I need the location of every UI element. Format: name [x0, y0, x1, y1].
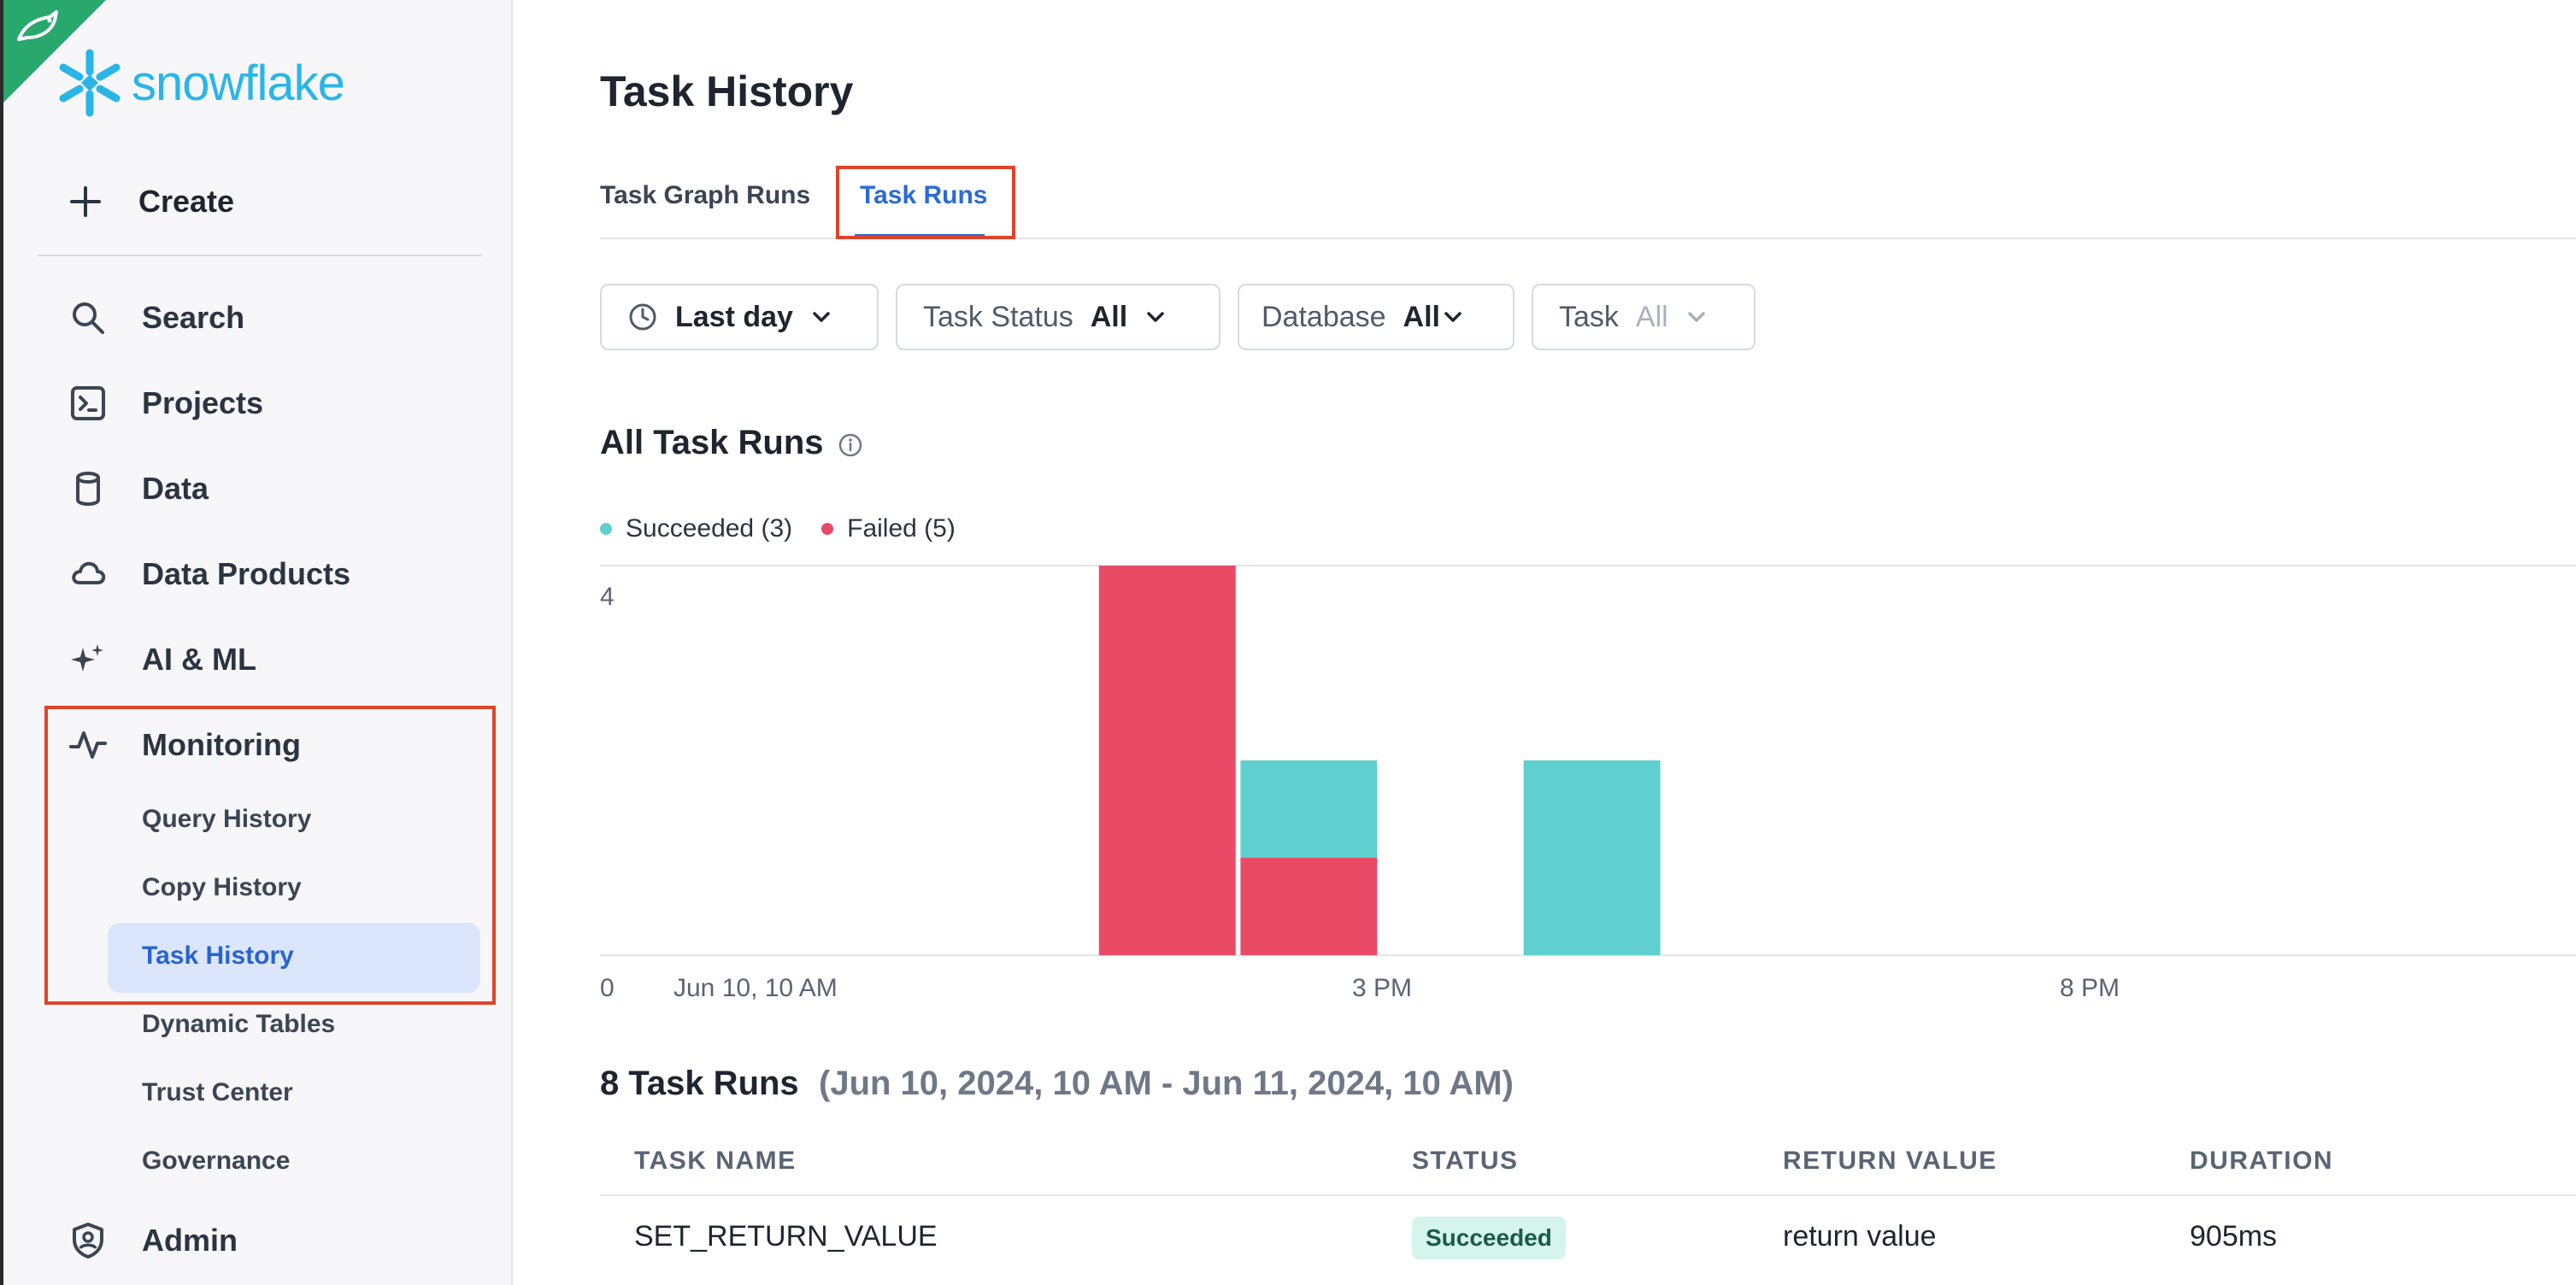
activity-icon	[67, 724, 109, 766]
sidebar-item-label: Data	[142, 471, 209, 506]
sidebar-item-label: AI & ML	[142, 642, 256, 677]
task-status-value: All	[1090, 300, 1128, 333]
database-icon	[67, 467, 109, 510]
sidebar-item-monitoring[interactable]: Monitoring	[67, 719, 301, 771]
legend-label: Failed (5)	[847, 514, 956, 543]
task-runs-highlight-box	[836, 166, 1015, 239]
legend-item-failed[interactable]: Failed (5)	[821, 514, 956, 543]
tab-task-graph-runs[interactable]: Task Graph Runs	[600, 181, 811, 209]
x-tick-label: Jun 10, 10 AM	[673, 974, 838, 1002]
sidebar-subitem-governance[interactable]: Governance	[142, 1147, 291, 1175]
sidebar-subitem-query-history[interactable]: Query History	[142, 805, 312, 833]
chart-title: All Task Runs	[600, 424, 824, 461]
time-range-value: Last day	[675, 300, 793, 333]
sidebar-item-projects[interactable]: Projects	[67, 378, 263, 429]
tab-task-runs[interactable]: Task Runs	[860, 181, 988, 209]
clock-icon	[629, 303, 656, 331]
cell-return-value: return value	[1783, 1220, 1937, 1253]
shield-icon	[67, 1219, 109, 1262]
sidebar-subitem-dynamic-tables[interactable]: Dynamic Tables	[142, 1010, 336, 1038]
task-status-label: Task Status	[923, 300, 1073, 333]
sidebar-subitem-task-history[interactable]: Task History	[142, 942, 294, 970]
column-header-duration[interactable]: DURATION	[2190, 1147, 2334, 1175]
sidebar-item-label: Search	[142, 300, 245, 335]
info-icon[interactable]	[838, 432, 863, 458]
sidebar: snowflake Create Search Projects Data Da…	[0, 0, 513, 1285]
chevron-down-icon	[1444, 312, 1461, 322]
task-status-filter[interactable]: Task Status All	[896, 284, 1220, 350]
succeeded-dot	[600, 523, 612, 535]
bar-failed[interactable]	[1240, 858, 1378, 955]
sidebar-divider	[38, 255, 482, 256]
bird-icon	[17, 10, 58, 41]
bar-succeeded[interactable]	[1240, 760, 1378, 858]
chevron-down-icon	[1687, 312, 1705, 322]
snowflake-logo[interactable]: snowflake	[53, 46, 345, 120]
legend-item-succeeded[interactable]: Succeeded (3)	[600, 514, 792, 543]
y-tick-label: 4	[600, 583, 615, 611]
task-value: All	[1635, 300, 1668, 333]
runs-count-title: 8 Task Runs	[600, 1065, 799, 1102]
cell-task-name: SET_RETURN_VALUE	[634, 1220, 938, 1253]
create-button[interactable]: Create	[67, 183, 234, 220]
legend-label: Succeeded (3)	[626, 514, 793, 543]
sidebar-item-label: Data Products	[142, 556, 351, 591]
sidebar-item-label: Monitoring	[142, 727, 301, 762]
search-icon	[67, 296, 109, 339]
terminal-icon	[67, 382, 109, 425]
sidebar-subitem-copy-history[interactable]: Copy History	[142, 873, 302, 901]
task-label: Task	[1559, 300, 1619, 333]
sidebar-subitem-trust-center[interactable]: Trust Center	[142, 1078, 293, 1106]
database-value: All	[1403, 300, 1440, 333]
status-badge: Succeeded	[1412, 1217, 1566, 1259]
task-filter[interactable]: Task All	[1532, 284, 1756, 350]
create-label: Create	[138, 184, 235, 219]
table-header-divider	[600, 1194, 2576, 1196]
x-tick-label: 3 PM	[1352, 974, 1412, 1002]
cloud-icon	[67, 553, 109, 596]
chart-legend: Succeeded (3) Failed (5)	[600, 514, 985, 543]
cell-duration: 905ms	[2190, 1220, 2278, 1253]
database-label: Database	[1262, 300, 1386, 333]
sparkle-icon	[67, 638, 109, 681]
sidebar-item-admin[interactable]: Admin	[67, 1215, 238, 1266]
bar-failed[interactable]	[1098, 566, 1236, 955]
runs-date-range: (Jun 10, 2024, 10 AM - Jun 11, 2024, 10 …	[819, 1065, 1514, 1102]
page-title: Task History	[600, 67, 854, 115]
brand-name: snowflake	[132, 55, 345, 111]
chevron-down-icon	[813, 312, 830, 322]
failed-dot	[821, 523, 834, 535]
x-tick-label: 8 PM	[2060, 974, 2120, 1002]
plus-icon	[70, 186, 101, 217]
chevron-down-icon	[1147, 312, 1164, 322]
bar-succeeded[interactable]	[1523, 760, 1661, 955]
sidebar-item-label: Projects	[142, 385, 264, 420]
sidebar-item-ai-ml[interactable]: AI & ML	[67, 634, 256, 685]
time-range-filter[interactable]: Last day	[600, 284, 879, 350]
sidebar-item-label: Admin	[142, 1223, 238, 1258]
sidebar-item-data-products[interactable]: Data Products	[67, 549, 350, 600]
active-item-highlight	[108, 923, 480, 993]
y-tick-label: 0	[600, 974, 615, 1002]
database-filter[interactable]: Database All	[1238, 284, 1514, 350]
column-header-task-name[interactable]: TASK NAME	[634, 1147, 797, 1175]
monitoring-highlight-box	[44, 706, 496, 1005]
column-header-return-value[interactable]: RETURN VALUE	[1783, 1147, 1997, 1175]
snowflake-logo-icon	[59, 49, 121, 117]
column-header-status[interactable]: STATUS	[1412, 1147, 1519, 1175]
sidebar-item-search[interactable]: Search	[67, 292, 244, 343]
sidebar-item-data[interactable]: Data	[67, 463, 209, 514]
tabs-divider	[600, 238, 2576, 239]
